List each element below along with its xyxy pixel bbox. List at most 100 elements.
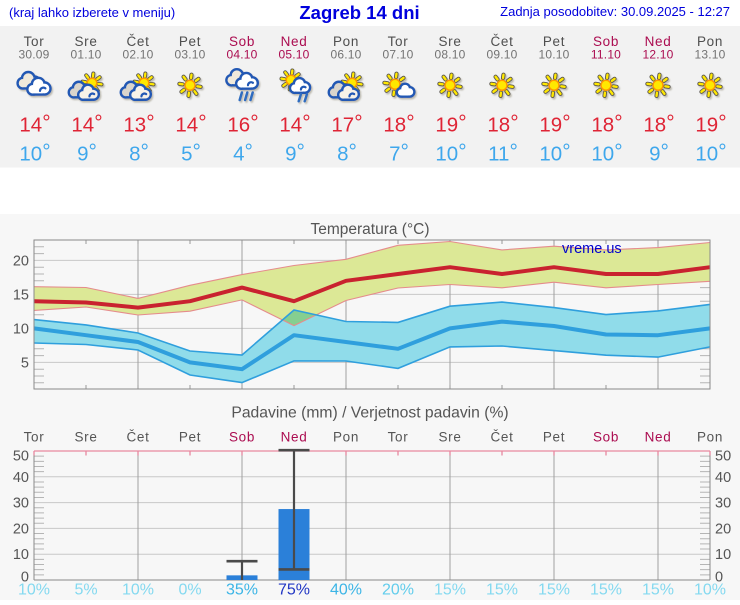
svg-text:18°: 18° xyxy=(383,112,414,137)
svg-text:0: 0 xyxy=(715,570,723,586)
svg-text:Tor: Tor xyxy=(388,430,409,445)
svg-text:Čet: Čet xyxy=(126,34,149,49)
svg-text:20: 20 xyxy=(13,253,29,269)
svg-text:Čet: Čet xyxy=(126,430,149,445)
svg-text:14°: 14° xyxy=(19,112,50,137)
svg-text:Pet: Pet xyxy=(179,430,201,445)
svg-text:10°: 10° xyxy=(539,141,570,166)
svg-text:Tor: Tor xyxy=(24,430,45,445)
svg-text:10: 10 xyxy=(13,321,29,337)
svg-text:03.10: 03.10 xyxy=(174,48,205,62)
svg-text:10°: 10° xyxy=(695,141,726,166)
svg-text:Čet: Čet xyxy=(490,430,513,445)
svg-text:35%: 35% xyxy=(226,582,258,599)
svg-text:13.10: 13.10 xyxy=(694,48,725,62)
svg-text:40: 40 xyxy=(13,470,29,486)
svg-text:9°: 9° xyxy=(285,141,305,166)
svg-text:10°: 10° xyxy=(19,141,50,166)
svg-text:Ned: Ned xyxy=(645,34,672,49)
svg-text:14°: 14° xyxy=(175,112,206,137)
svg-text:05.10: 05.10 xyxy=(278,48,309,62)
svg-text:19°: 19° xyxy=(435,112,466,137)
svg-text:10: 10 xyxy=(715,547,731,563)
svg-text:15%: 15% xyxy=(434,582,466,599)
svg-text:Čet: Čet xyxy=(490,34,513,49)
svg-text:15%: 15% xyxy=(590,582,622,599)
svg-text:9°: 9° xyxy=(649,141,669,166)
svg-text:40%: 40% xyxy=(330,582,362,599)
svg-text:(kraj lahko izberete v meniju): (kraj lahko izberete v meniju) xyxy=(9,5,175,20)
svg-text:Pon: Pon xyxy=(697,430,723,445)
svg-text:0%: 0% xyxy=(178,582,201,599)
svg-text:Ned: Ned xyxy=(281,430,308,445)
svg-text:13°: 13° xyxy=(123,112,154,137)
svg-text:19°: 19° xyxy=(695,112,726,137)
svg-text:07.10: 07.10 xyxy=(382,48,413,62)
svg-text:04.10: 04.10 xyxy=(226,48,257,62)
svg-text:Sob: Sob xyxy=(229,430,255,445)
svg-text:20%: 20% xyxy=(382,582,414,599)
svg-text:20: 20 xyxy=(13,521,29,537)
svg-text:15%: 15% xyxy=(642,582,674,599)
svg-text:15: 15 xyxy=(13,287,29,303)
svg-text:Pon: Pon xyxy=(697,34,723,49)
svg-text:Ned: Ned xyxy=(281,34,308,49)
svg-text:5%: 5% xyxy=(74,582,97,599)
svg-text:10.10: 10.10 xyxy=(538,48,569,62)
svg-text:02.10: 02.10 xyxy=(122,48,153,62)
svg-text:Sre: Sre xyxy=(74,430,97,445)
svg-text:5: 5 xyxy=(21,355,29,371)
svg-text:10%: 10% xyxy=(122,582,154,599)
svg-text:5°: 5° xyxy=(181,141,201,166)
svg-text:18°: 18° xyxy=(487,112,518,137)
svg-text:08.10: 08.10 xyxy=(434,48,465,62)
svg-text:09.10: 09.10 xyxy=(486,48,517,62)
svg-text:vreme.us: vreme.us xyxy=(562,241,622,257)
svg-text:06.10: 06.10 xyxy=(330,48,361,62)
svg-text:Sre: Sre xyxy=(438,34,461,49)
svg-text:50: 50 xyxy=(13,449,29,465)
svg-text:40: 40 xyxy=(715,470,731,486)
svg-text:4°: 4° xyxy=(233,141,253,166)
svg-text:11.10: 11.10 xyxy=(591,48,621,62)
svg-text:18°: 18° xyxy=(643,112,674,137)
svg-text:15%: 15% xyxy=(538,582,570,599)
svg-text:10%: 10% xyxy=(694,582,726,599)
svg-text:18°: 18° xyxy=(591,112,622,137)
svg-text:30.09: 30.09 xyxy=(18,48,49,62)
svg-text:Zagreb 14 dni: Zagreb 14 dni xyxy=(299,2,419,23)
svg-text:Zadnja posodobitev: 30.09.2025: Zadnja posodobitev: 30.09.2025 - 12:27 xyxy=(500,4,730,19)
svg-text:50: 50 xyxy=(715,449,731,465)
svg-text:Ned: Ned xyxy=(645,430,672,445)
svg-text:Pon: Pon xyxy=(333,34,359,49)
svg-text:20: 20 xyxy=(715,521,731,537)
svg-text:8°: 8° xyxy=(337,141,357,166)
svg-text:Temperatura (°C): Temperatura (°C) xyxy=(310,221,429,238)
svg-text:Sob: Sob xyxy=(229,34,255,49)
svg-text:Sob: Sob xyxy=(593,430,619,445)
svg-text:14°: 14° xyxy=(71,112,102,137)
svg-text:Sre: Sre xyxy=(438,430,461,445)
svg-text:Pon: Pon xyxy=(333,430,359,445)
svg-text:Padavine (mm) / Verjetnost pad: Padavine (mm) / Verjetnost padavin (%) xyxy=(231,405,508,422)
svg-text:16°: 16° xyxy=(227,112,258,137)
svg-text:Sob: Sob xyxy=(593,34,619,49)
svg-text:0: 0 xyxy=(21,570,29,586)
svg-text:12.10: 12.10 xyxy=(642,48,673,62)
svg-text:Tor: Tor xyxy=(24,34,45,49)
svg-text:Pet: Pet xyxy=(179,34,201,49)
svg-text:01.10: 01.10 xyxy=(70,48,101,62)
svg-text:Sre: Sre xyxy=(74,34,97,49)
svg-text:75%: 75% xyxy=(278,582,310,599)
svg-text:10%: 10% xyxy=(18,582,50,599)
svg-text:Pet: Pet xyxy=(543,34,565,49)
svg-text:9°: 9° xyxy=(77,141,97,166)
svg-text:15%: 15% xyxy=(486,582,518,599)
svg-text:10: 10 xyxy=(13,547,29,563)
svg-text:11°: 11° xyxy=(488,141,518,166)
svg-text:10°: 10° xyxy=(591,141,622,166)
svg-text:14°: 14° xyxy=(279,112,310,137)
svg-text:8°: 8° xyxy=(129,141,149,166)
svg-text:30: 30 xyxy=(13,496,29,512)
svg-text:Tor: Tor xyxy=(388,34,409,49)
